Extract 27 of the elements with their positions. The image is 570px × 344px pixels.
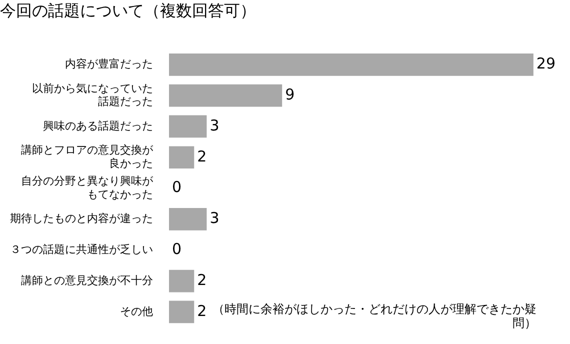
data-label: 2 — [197, 147, 207, 166]
bar — [169, 300, 194, 324]
bar — [169, 84, 282, 107]
chart-title: 今回の話題について（複数回答可） — [0, 0, 256, 20]
y-tick-label: 自分の分野と異なり興味がもてなかった — [21, 174, 154, 201]
y-tick-label: 講師との意見交換が不十分 — [21, 274, 153, 287]
data-label: 3 — [210, 209, 220, 228]
annotation: （時間に余裕がほしかった・どれだけの人が理解できたか疑問） — [212, 302, 537, 330]
bar — [169, 53, 534, 76]
bar — [169, 270, 194, 292]
y-tick-label: 以前から気になっていた話題だった — [32, 82, 153, 108]
y-tick-label: 期待したものと内容が違った — [10, 212, 153, 226]
data-label: 3 — [210, 116, 220, 134]
bar — [169, 208, 207, 230]
data-label: 0 — [172, 240, 182, 258]
bar — [169, 115, 207, 138]
data-label: 2 — [197, 270, 207, 289]
bar — [169, 146, 194, 169]
y-tick-label: 内容が豊富だった — [65, 58, 153, 71]
y-tick-label: 講師とフロアの意見交換が良かった — [21, 144, 154, 170]
data-label: 9 — [285, 85, 295, 104]
data-label: 0 — [172, 178, 182, 196]
data-label: 29 — [536, 54, 556, 73]
y-tick-label: その他 — [120, 304, 153, 318]
y-tick-label: 興味のある話題だった — [43, 119, 153, 132]
y-tick-label: ３つの話題に共通性が乏しい — [10, 242, 153, 256]
data-label: 2 — [197, 302, 207, 320]
